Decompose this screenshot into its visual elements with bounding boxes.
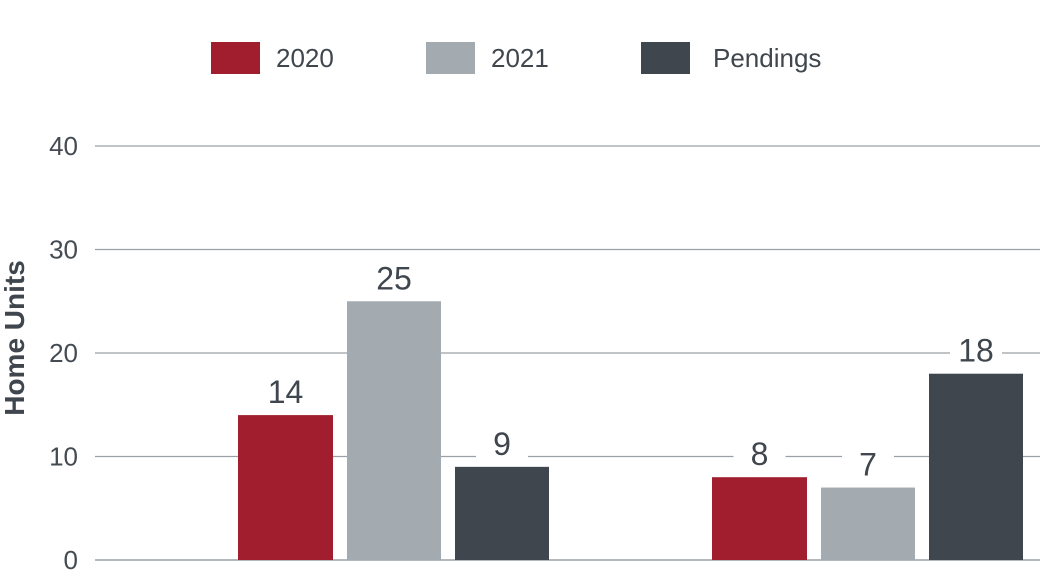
bar-2020-1 — [238, 415, 333, 560]
y-tick-label-30: 30 — [49, 235, 78, 265]
y-tick-label-0: 0 — [64, 545, 78, 575]
value-label-2021-2: 7 — [859, 447, 877, 483]
bar-pendings-2 — [929, 373, 1023, 560]
value-label-2021-1: 25 — [376, 260, 412, 296]
y-tick-label-10: 10 — [49, 442, 78, 472]
bar-2021-1 — [347, 301, 441, 560]
bar-pendings-1 — [455, 466, 549, 560]
value-label-bg — [259, 375, 312, 410]
bar-2021-2 — [821, 487, 915, 560]
value-label-bg — [842, 447, 894, 482]
y-tick-label-40: 40 — [49, 131, 78, 161]
bar-layer: 14 25 9 8 7 18 — [238, 260, 1023, 560]
value-label-2020-2: 8 — [751, 436, 769, 472]
legend-label-pendings: Pendings — [713, 43, 821, 73]
value-label-bg — [950, 333, 1002, 368]
legend: 2020 2021 Pendings — [211, 42, 821, 74]
legend-swatch-2021 — [426, 42, 475, 74]
legend-swatch-2020 — [211, 42, 260, 74]
legend-swatch-pendings — [641, 42, 690, 74]
value-label-bg — [476, 426, 528, 461]
legend-label-2021: 2021 — [491, 43, 549, 73]
value-label-pendings-1: 9 — [493, 426, 511, 462]
bar-2020-2 — [712, 477, 807, 560]
value-label-2020-1: 14 — [268, 374, 304, 410]
value-label-pendings-2: 18 — [958, 333, 994, 369]
value-label-bg — [733, 437, 786, 472]
grid-layer: 0 10 20 30 40 — [49, 131, 1040, 575]
value-label-bg — [368, 261, 420, 296]
y-axis-title: Home Units — [0, 260, 30, 416]
legend-label-2020: 2020 — [276, 43, 334, 73]
y-tick-label-20: 20 — [49, 338, 78, 368]
